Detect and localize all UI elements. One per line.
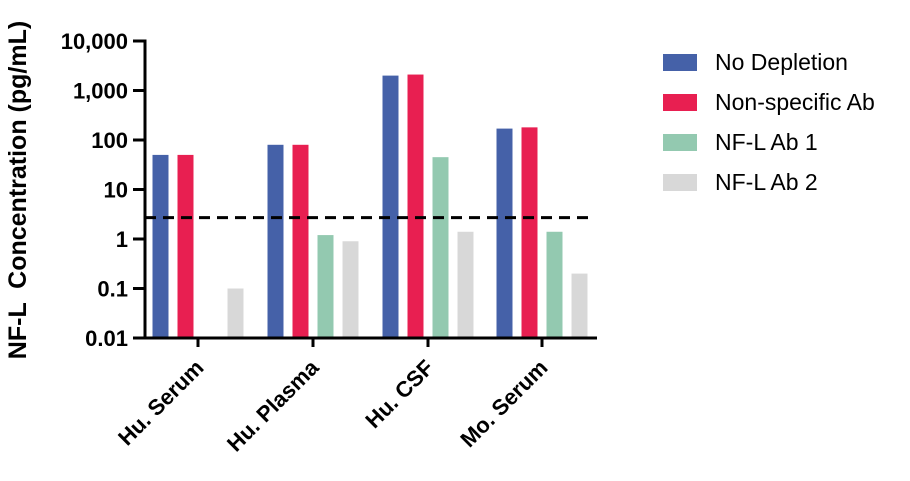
legend-label: NF-L Ab 1 [715,128,818,155]
x-category-label-hu-serum: Hu. Serum [113,355,208,450]
x-category-label-hu-plasma: Hu. Plasma [222,354,324,456]
legend-swatch-nf-l-ab-1 [663,133,697,151]
bar-nf-l-ab-2-mo-serum [571,273,588,338]
y-tick-label: 1 [116,227,128,252]
legend-swatch-no-depletion [663,53,697,71]
legend-label: No Depletion [715,48,848,75]
y-tick-label: 1,000 [73,79,128,104]
bar-nf-l-ab-1-mo-serum [546,231,563,338]
legend-label: NF-L Ab 2 [715,168,818,195]
bar-no-depletion-hu-plasma [267,144,284,338]
bar-no-depletion-hu-csf [382,75,399,339]
bar-non-specific-ab-hu-serum [177,154,194,338]
bar-nf-l-ab-1-hu-csf [432,157,449,338]
bar-non-specific-ab-mo-serum [521,127,538,338]
x-category-label-hu-csf: Hu. CSF [360,355,438,433]
y-axis-title: NF-L Concentration (pg/mL) [4,21,32,359]
legend-item-nf-l-ab-2: NF-L Ab 2 [663,162,875,202]
legend-label: Non-specific Ab [715,88,875,115]
legend: No Depletion Non-specific Ab NF-L Ab 1 NF-L… [663,42,875,202]
y-tick-label: 10 [104,178,128,203]
legend-item-no-depletion: No Depletion [663,42,875,82]
bar-non-specific-ab-hu-csf [407,74,424,339]
bar-nf-l-ab-2-hu-plasma [342,241,359,338]
x-category-label-mo-serum: Mo. Serum [455,355,552,452]
bar-nf-l-ab-2-hu-csf [457,231,474,338]
legend-swatch-non-specific-ab [663,93,697,111]
legend-item-nf-l-ab-1: NF-L Ab 1 [663,122,875,162]
bar-no-depletion-mo-serum [496,128,513,338]
y-tick-label: 0.1 [97,277,128,302]
y-tick-label: 100 [91,128,128,153]
bar-nf-l-ab-2-hu-serum [227,288,244,338]
y-tick-label: 10,000 [61,29,128,54]
bar-nf-l-ab-1-hu-plasma [317,235,334,338]
y-tick-label: 0.01 [85,326,128,351]
bar-non-specific-ab-hu-plasma [292,144,309,338]
legend-item-non-specific-ab: Non-specific Ab [663,82,875,122]
legend-swatch-nf-l-ab-2 [663,173,697,191]
bar-no-depletion-hu-serum [152,154,169,338]
